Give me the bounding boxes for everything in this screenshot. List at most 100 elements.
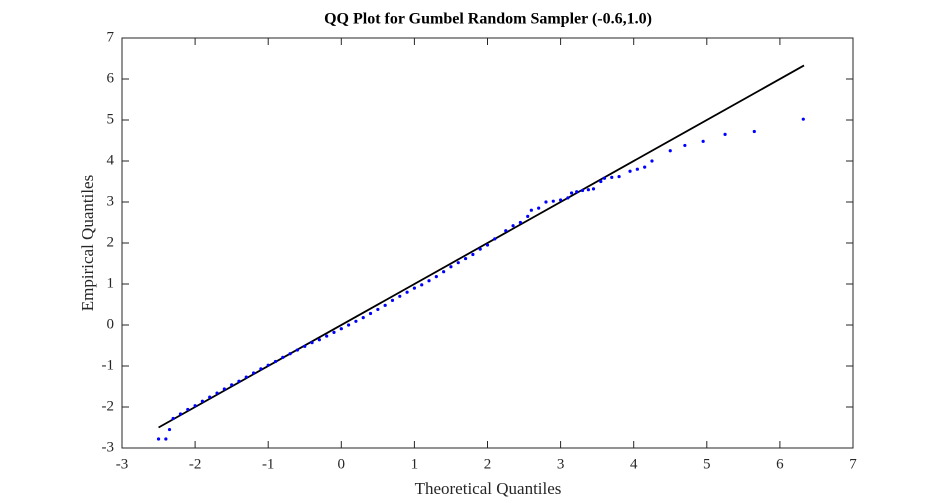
data-point (383, 303, 387, 307)
data-point (405, 290, 409, 294)
data-point (354, 319, 358, 323)
data-point (200, 399, 205, 403)
data-point (237, 379, 241, 383)
data-point (332, 330, 336, 334)
y-tick-label: 2 (107, 234, 115, 250)
data-point (167, 427, 172, 432)
y-tick-label: 7 (107, 29, 115, 45)
x-tick-label: 4 (630, 456, 638, 472)
y-tick-label: 0 (107, 316, 115, 332)
data-point (650, 159, 654, 163)
data-point (801, 117, 805, 121)
data-point (266, 363, 270, 367)
data-point (628, 169, 632, 173)
data-point (208, 395, 212, 399)
data-point (511, 224, 515, 228)
data-point (412, 286, 416, 290)
chart-title: QQ Plot for Gumbel Random Sampler (-0.6,… (324, 11, 652, 28)
data-point (478, 247, 482, 251)
y-tick-label: -3 (102, 439, 115, 455)
x-tick-label: 5 (703, 456, 711, 472)
x-tick-label: -1 (262, 456, 275, 472)
x-tick-label: 6 (776, 456, 784, 472)
data-point (723, 132, 727, 136)
data-point (537, 206, 541, 210)
data-point (586, 188, 590, 192)
data-point (288, 352, 292, 356)
data-point (427, 279, 431, 283)
data-point (668, 149, 672, 153)
y-tick-label: -2 (102, 398, 115, 414)
data-point (273, 359, 278, 364)
data-point (599, 179, 603, 184)
y-tick-label: 1 (107, 275, 115, 291)
y-tick-label: 3 (107, 193, 115, 209)
y-axis-label: Empirical Quantiles (78, 175, 97, 311)
data-point (485, 243, 490, 247)
x-tick-label: 1 (411, 456, 419, 472)
data-point (156, 437, 161, 441)
data-point (361, 316, 365, 320)
data-point (420, 283, 424, 287)
y-tick-label: 6 (107, 70, 115, 86)
data-point (390, 298, 395, 302)
data-point (493, 237, 497, 241)
data-point (171, 416, 175, 421)
data-point (529, 208, 533, 212)
data-point (434, 275, 438, 279)
data-point (463, 256, 468, 261)
data-point (325, 334, 329, 338)
data-point (752, 129, 756, 134)
data-point (398, 294, 402, 298)
data-point (347, 323, 351, 327)
data-point (526, 214, 530, 218)
data-point (259, 367, 263, 371)
data-point (559, 198, 563, 202)
data-point (544, 200, 548, 204)
data-point (575, 190, 579, 194)
data-point (376, 307, 380, 312)
reference-line (158, 64, 805, 429)
data-point (251, 371, 256, 375)
data-point (643, 165, 647, 169)
data-point (456, 261, 460, 265)
data-point (602, 176, 607, 180)
data-point (591, 187, 596, 191)
data-point (566, 196, 570, 200)
data-point (215, 391, 219, 395)
data-point (518, 220, 522, 225)
data-point (244, 375, 248, 379)
data-point (303, 344, 307, 348)
data-point (504, 229, 508, 233)
y-tick-label: -1 (102, 357, 115, 373)
data-point (449, 265, 453, 269)
x-tick-label: -3 (116, 456, 129, 472)
data-point (295, 348, 300, 352)
data-point (551, 199, 555, 203)
data-point (368, 311, 373, 316)
data-point (617, 174, 621, 179)
data-point (610, 175, 614, 179)
data-point (442, 270, 446, 274)
x-tick-label: -2 (189, 456, 202, 472)
x-tick-label: 7 (849, 456, 857, 472)
data-point (635, 167, 639, 171)
data-point (471, 252, 475, 257)
y-tick-label: 4 (107, 152, 115, 168)
data-point (222, 387, 226, 391)
data-point (317, 338, 321, 342)
data-point (310, 341, 314, 345)
x-axis-label: Theoretical Quantiles (415, 479, 562, 498)
x-tick-label: 2 (484, 456, 492, 472)
data-point (164, 437, 168, 441)
data-point (683, 143, 687, 148)
data-point (193, 404, 197, 408)
x-tick-label: 3 (557, 456, 565, 472)
data-point (186, 407, 190, 412)
data-point (580, 188, 585, 193)
data-point (701, 139, 705, 143)
y-tick-label: 5 (107, 111, 115, 127)
data-point (569, 191, 574, 195)
data-point (339, 327, 343, 331)
